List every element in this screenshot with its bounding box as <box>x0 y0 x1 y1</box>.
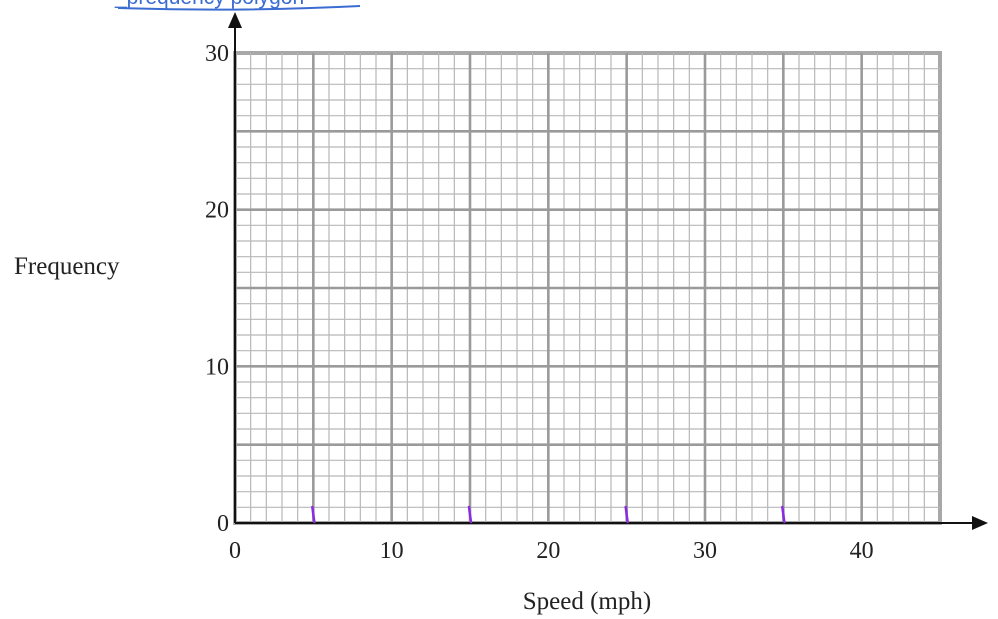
y-tick-label: 20 <box>205 198 229 224</box>
marker-tick <box>781 505 786 524</box>
header-annotation: _prequency polygon <box>114 0 361 11</box>
y-tick-label: 30 <box>205 41 229 67</box>
y-tick-label: 0 <box>217 511 229 537</box>
marker-ticks <box>311 505 786 524</box>
header-underline <box>117 5 361 11</box>
axes <box>228 12 988 530</box>
y-tick-labels: 0 10 20 30 <box>205 41 229 537</box>
x-tick-label: 30 <box>693 538 717 564</box>
x-tick-label: 10 <box>380 538 404 564</box>
x-axis-arrowhead <box>972 516 988 530</box>
marker-tick <box>624 505 629 524</box>
header-annotation-text: _prequency polygon <box>114 0 304 9</box>
y-tick-label: 10 <box>205 354 229 380</box>
grid-major-lines <box>235 53 940 523</box>
x-tick-label: 40 <box>850 538 874 564</box>
marker-tick <box>311 505 316 524</box>
x-tick-label: 20 <box>536 538 560 564</box>
x-tick-label: 0 <box>229 538 241 564</box>
y-axis-label: Frequency <box>14 253 120 280</box>
x-tick-labels: 0 10 20 30 40 <box>229 538 874 564</box>
marker-tick <box>467 505 473 524</box>
y-axis-arrowhead <box>228 12 242 28</box>
x-axis-label: Speed (mph) <box>523 588 651 615</box>
